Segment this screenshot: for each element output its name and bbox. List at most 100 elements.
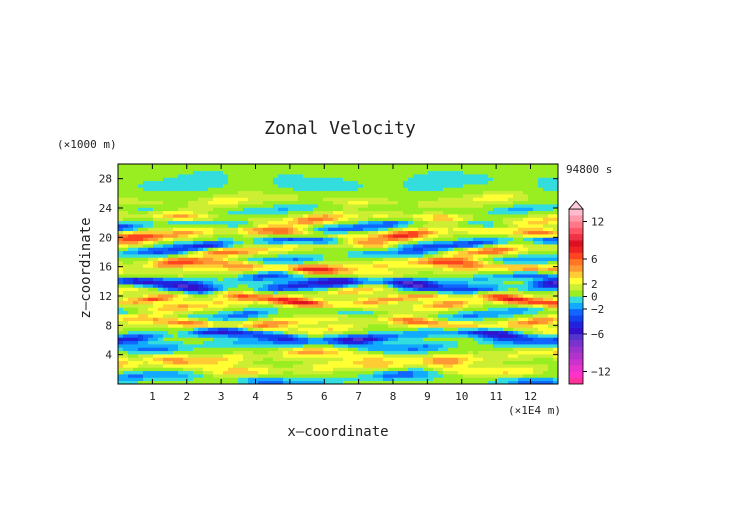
heatmap-cell	[313, 257, 319, 262]
heatmap-cell	[488, 257, 494, 262]
heatmap-cell	[403, 317, 409, 322]
heatmap-cell	[463, 270, 469, 275]
heatmap-cell	[353, 284, 359, 288]
heatmap-cell	[443, 334, 449, 338]
heatmap-cell	[183, 380, 189, 385]
heatmap-cell	[118, 224, 124, 228]
heatmap-cell	[338, 347, 344, 352]
heatmap-cell	[378, 280, 384, 285]
heatmap-cell	[193, 364, 199, 368]
heatmap-cell	[438, 307, 444, 312]
heatmap-cell	[448, 320, 454, 325]
heatmap-cell	[523, 227, 529, 232]
heatmap-cell	[343, 200, 349, 205]
heatmap-cell	[523, 307, 529, 312]
heatmap-cell	[328, 210, 334, 215]
heatmap-cell	[128, 377, 134, 382]
heatmap-cell	[158, 310, 164, 315]
heatmap-cell	[183, 277, 189, 282]
heatmap-cell	[213, 197, 219, 202]
heatmap-cell	[538, 347, 544, 352]
heatmap-cell	[203, 330, 209, 335]
heatmap-cell	[278, 377, 284, 382]
heatmap-cell	[398, 377, 404, 382]
heatmap-cell	[138, 204, 144, 208]
heatmap-cell	[143, 337, 149, 342]
heatmap-cell	[358, 237, 364, 242]
heatmap-cell	[163, 247, 169, 252]
heatmap-cell	[173, 280, 179, 285]
heatmap-cell	[363, 247, 369, 252]
heatmap-cell	[123, 210, 129, 215]
heatmap-cell	[453, 207, 459, 212]
heatmap-cell	[443, 240, 449, 245]
heatmap-cell	[123, 237, 129, 242]
heatmap-cell	[293, 257, 299, 262]
heatmap-cell	[498, 340, 504, 345]
heatmap-cell	[158, 207, 164, 212]
heatmap-cell	[458, 380, 464, 385]
heatmap-cell	[383, 280, 389, 285]
heatmap-cell	[298, 257, 304, 262]
heatmap-cell	[443, 360, 449, 365]
heatmap-cell	[318, 340, 324, 345]
heatmap-cell	[418, 194, 424, 198]
heatmap-cell	[408, 327, 414, 332]
heatmap-cell	[238, 254, 244, 258]
heatmap-cell	[428, 277, 434, 282]
heatmap-cell	[503, 207, 509, 212]
heatmap-cell	[553, 290, 559, 295]
heatmap-cell	[128, 367, 134, 372]
heatmap-cell	[183, 220, 189, 225]
heatmap-cell	[353, 230, 359, 235]
heatmap-cell	[428, 300, 434, 305]
heatmap-cell	[123, 234, 129, 238]
heatmap-cell	[368, 374, 374, 378]
heatmap-cell	[343, 214, 349, 218]
heatmap-cell	[523, 374, 529, 378]
heatmap-cell	[393, 344, 399, 348]
heatmap-cell	[208, 367, 214, 372]
heatmap-cell	[493, 300, 499, 305]
heatmap-cell	[133, 240, 139, 245]
heatmap-cell	[498, 310, 504, 315]
heatmap-cell	[448, 244, 454, 248]
heatmap-cell	[328, 364, 334, 368]
heatmap-cell	[203, 334, 209, 338]
heatmap-cell	[398, 224, 404, 228]
heatmap-cell	[183, 254, 189, 258]
heatmap-cell	[123, 324, 129, 328]
heatmap-cell	[468, 260, 474, 265]
heatmap-cell	[293, 324, 299, 328]
heatmap-cell	[183, 294, 189, 298]
heatmap-cell	[273, 227, 279, 232]
heatmap-cell	[253, 230, 259, 235]
heatmap-cell	[153, 280, 159, 285]
heatmap-cell	[293, 280, 299, 285]
heatmap-cell	[488, 334, 494, 338]
heatmap-cell	[283, 234, 289, 238]
heatmap-cell	[173, 330, 179, 335]
heatmap-cell	[338, 287, 344, 292]
heatmap-cell	[303, 357, 309, 362]
heatmap-cell	[158, 204, 164, 208]
heatmap-cell	[418, 250, 424, 255]
heatmap-cell	[448, 294, 454, 298]
heatmap-cell	[273, 214, 279, 218]
heatmap-cell	[233, 327, 239, 332]
heatmap-cell	[193, 380, 199, 385]
heatmap-cell	[133, 307, 139, 312]
heatmap-cell	[168, 237, 174, 242]
heatmap-cell	[373, 320, 379, 325]
heatmap-cell	[428, 350, 434, 355]
heatmap-cell	[148, 250, 154, 255]
heatmap-cell	[553, 304, 559, 308]
heatmap-cell	[433, 284, 439, 288]
heatmap-cell	[318, 364, 324, 368]
heatmap-cell	[368, 304, 374, 308]
heatmap-cell	[528, 204, 534, 208]
heatmap-cell	[373, 340, 379, 345]
heatmap-cell	[123, 317, 129, 322]
heatmap-cell	[543, 294, 549, 298]
heatmap-cell	[278, 357, 284, 362]
